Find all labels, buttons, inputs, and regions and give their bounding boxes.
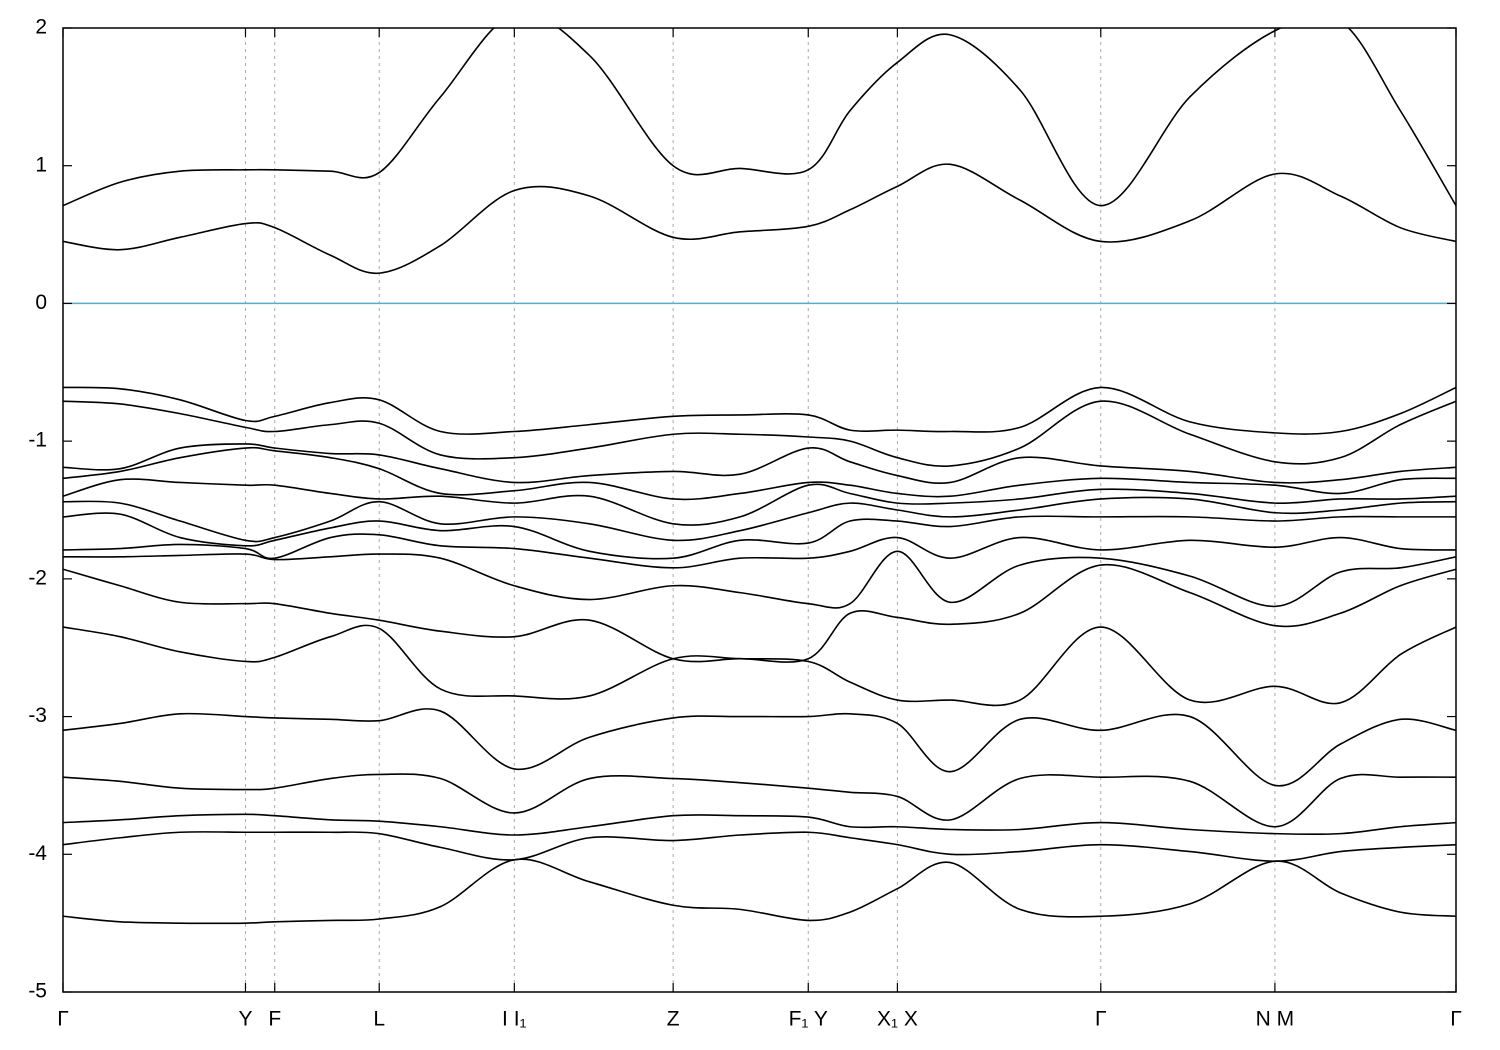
x-tick-label: X₁ X [877,1008,918,1031]
x-tick-label: Γ [57,1008,69,1031]
band-line [63,386,1456,435]
x-tick-label: Z [667,1008,680,1031]
band-line [63,478,1456,526]
band-line [63,443,1456,484]
x-tick-label: Γ [1450,1008,1462,1031]
band-line [63,813,1456,836]
x-tick-label: F₁ Y [789,1008,828,1031]
y-tick-label: 2 [35,16,47,39]
band-line [63,624,1456,707]
band-line [63,400,1456,468]
x-tick-label: Y [238,1008,252,1031]
band-line [63,446,1456,501]
y-tick-label: -5 [28,980,47,1003]
x-tick-label: L [373,1008,385,1031]
ticks: -5 -4 -3 -2 -1 0 1 2 Γ Y F L I I₁ Z F₁ Y X₁ X Γ N M Γ [28,16,1461,1031]
y-tick-label: -3 [28,704,47,727]
band-line [63,496,1456,543]
x-tick-label: I I₁ [502,1008,527,1031]
band-line [63,831,1456,862]
y-tick-label: -1 [28,429,47,452]
band-line [63,858,1456,925]
y-tick-label: -2 [28,566,47,589]
grid [62,28,1457,992]
x-tick-label: F [268,1008,281,1031]
y-tick-label: 1 [35,153,47,176]
band-line [63,708,1456,787]
y-tick-label: 0 [35,291,47,314]
band-line [63,28,1456,207]
plot-frame [62,27,1457,993]
band-line [63,512,1456,560]
x-tick-label: N M [1256,1008,1295,1031]
band-line [63,563,1456,663]
band-line [63,773,1456,828]
bands [63,28,1456,925]
x-tick-label: Γ [1095,1008,1107,1031]
band-line [63,163,1456,274]
band-line [63,533,1456,569]
y-tick-label: -4 [28,842,47,865]
band-line [63,550,1456,609]
